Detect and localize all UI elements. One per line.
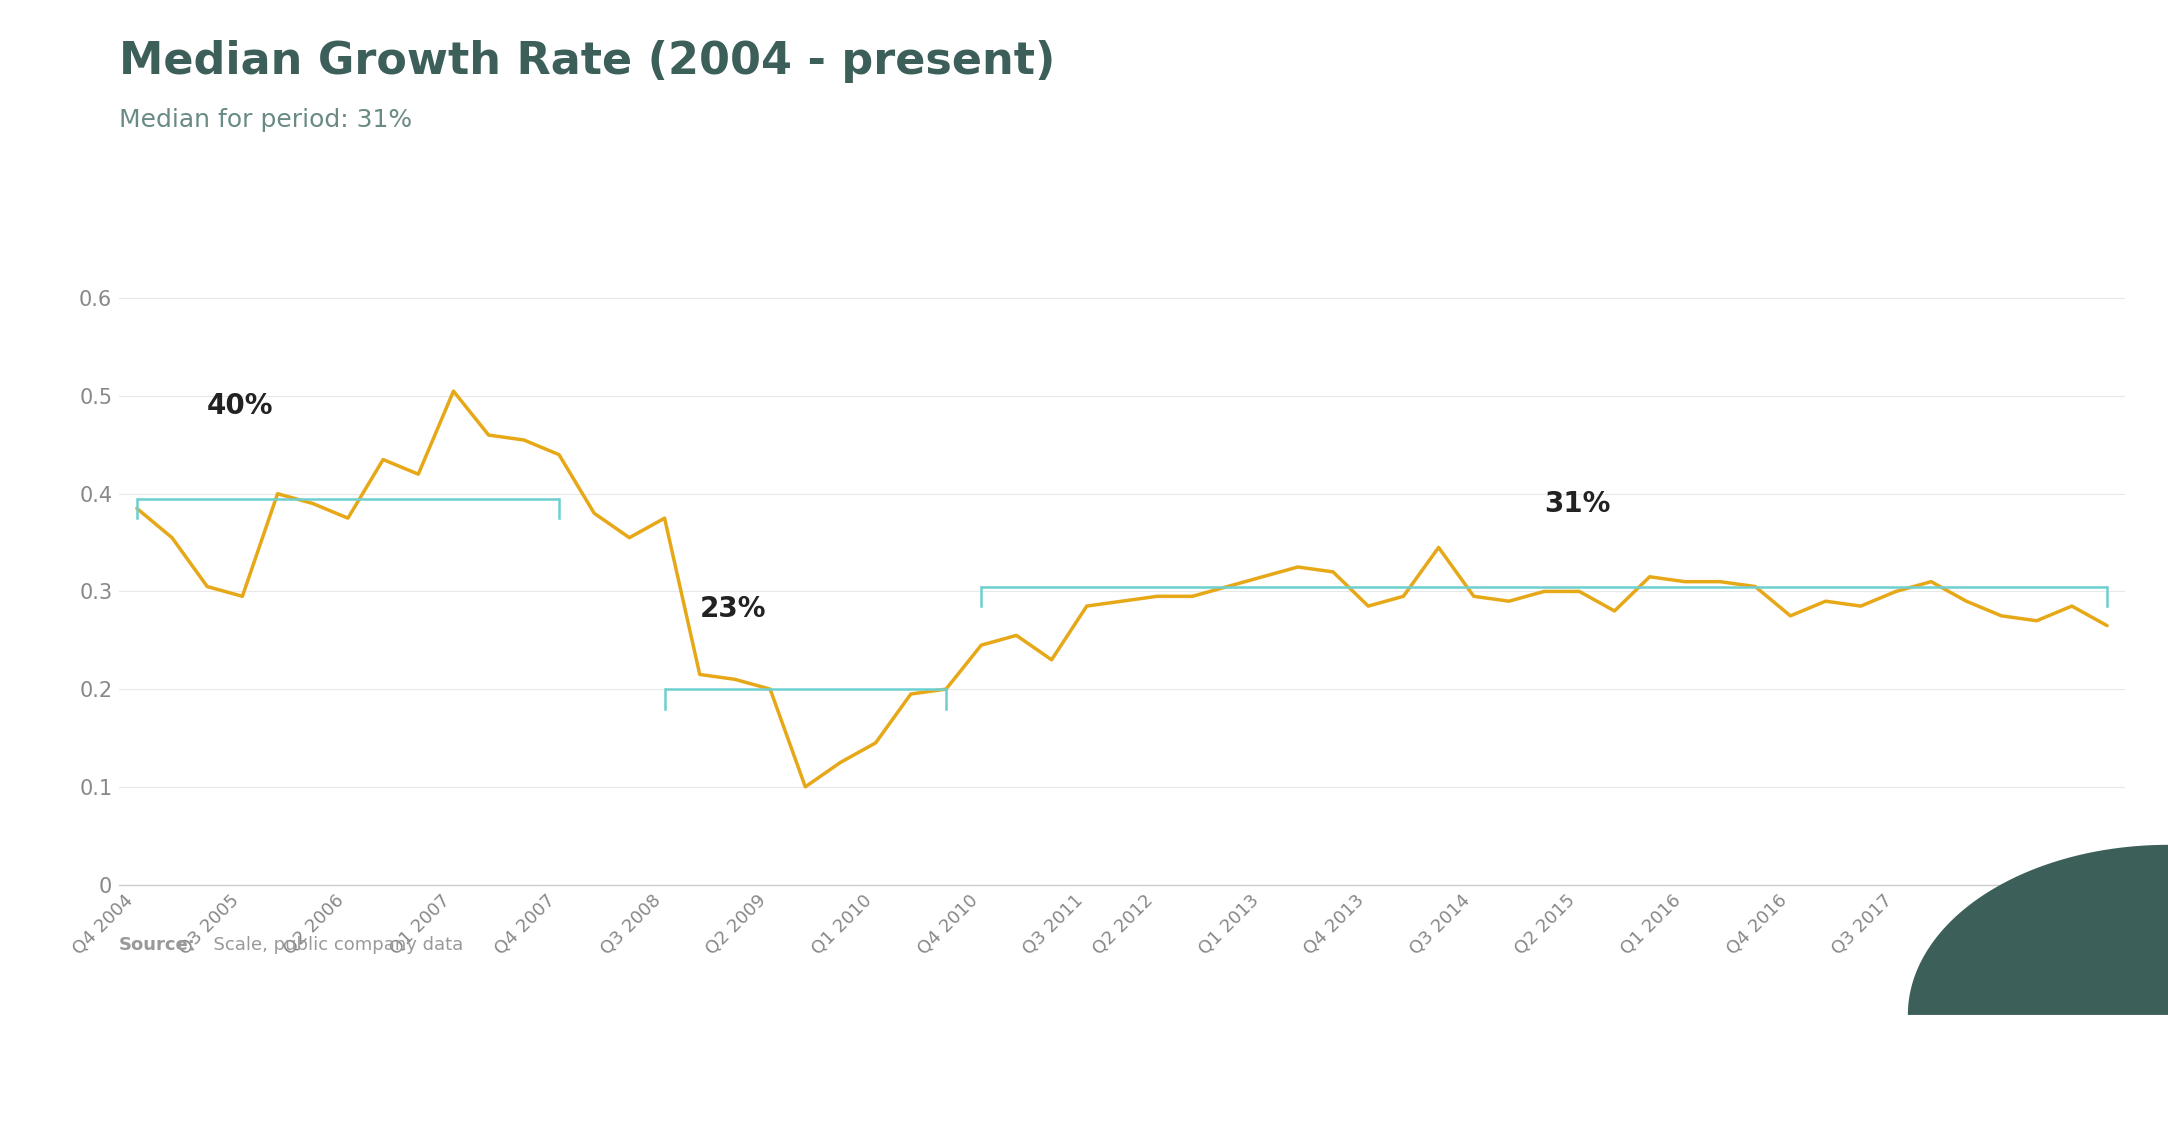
Text: SCALE: SCALE bbox=[48, 1060, 156, 1094]
Polygon shape bbox=[1908, 845, 2168, 1015]
Text: 40%: 40% bbox=[208, 392, 273, 421]
Text: 31%: 31% bbox=[1544, 490, 1611, 518]
Text: Median Growth Rate (2004 - present): Median Growth Rate (2004 - present) bbox=[119, 40, 1056, 83]
Text: Source:: Source: bbox=[119, 936, 195, 954]
Text: Scale, public company data: Scale, public company data bbox=[202, 936, 464, 954]
Text: Median for period: 31%: Median for period: 31% bbox=[119, 108, 412, 132]
Text: 23%: 23% bbox=[700, 594, 765, 623]
